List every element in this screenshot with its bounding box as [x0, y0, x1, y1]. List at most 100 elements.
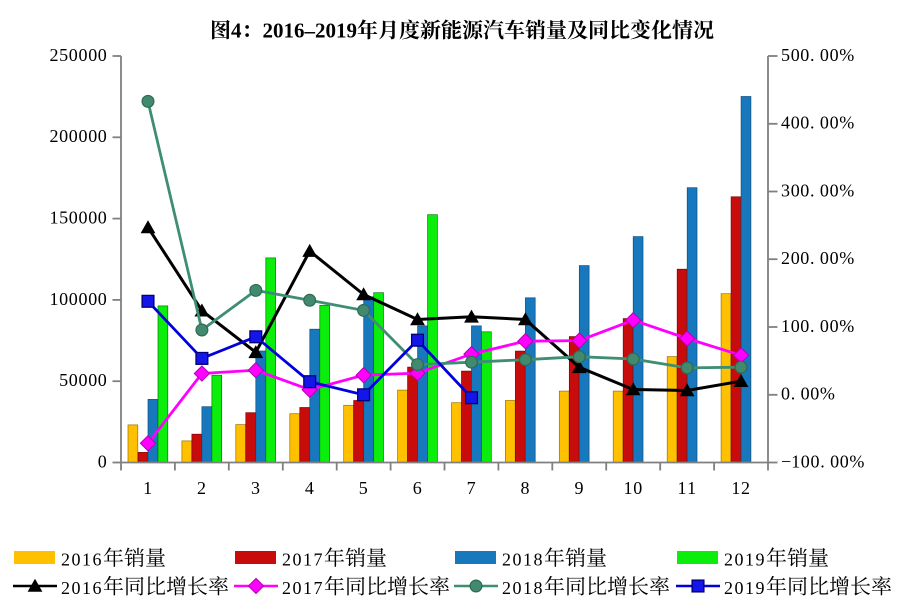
svg-text:0: 0: [791, 180, 800, 200]
svg-text:0: 0: [98, 370, 107, 390]
svg-text:0: 0: [830, 451, 839, 471]
svg-text:7: 7: [314, 578, 323, 598]
svg-text:1: 1: [745, 578, 754, 598]
svg-text:2: 2: [724, 578, 733, 598]
svg-text:0: 0: [293, 549, 302, 569]
svg-text:2: 2: [741, 478, 750, 498]
svg-text:7: 7: [467, 478, 476, 498]
svg-text:3: 3: [781, 180, 790, 200]
svg-text:0: 0: [811, 451, 820, 471]
svg-text:9: 9: [347, 19, 358, 43]
svg-text:.: .: [810, 180, 815, 200]
svg-text:0: 0: [88, 208, 97, 228]
svg-text:1: 1: [745, 549, 754, 569]
svg-text:%: %: [839, 316, 854, 336]
svg-text:0: 0: [735, 549, 744, 569]
svg-text:2: 2: [61, 578, 70, 598]
svg-text:4: 4: [781, 113, 790, 133]
svg-text:1: 1: [791, 451, 800, 471]
svg-text:.: .: [820, 451, 825, 471]
svg-text:0: 0: [735, 578, 744, 598]
svg-text:2: 2: [197, 478, 206, 498]
svg-text:2: 2: [724, 549, 733, 569]
svg-text:0: 0: [513, 578, 522, 598]
svg-text:0: 0: [69, 289, 78, 309]
svg-text:1: 1: [303, 549, 312, 569]
svg-text:–: –: [304, 19, 316, 43]
svg-text:%: %: [849, 451, 864, 471]
svg-text:1: 1: [523, 578, 532, 598]
svg-text:0: 0: [72, 549, 81, 569]
svg-text:1: 1: [336, 19, 347, 43]
svg-text:8: 8: [534, 549, 543, 569]
svg-text:.: .: [810, 113, 815, 133]
svg-text:.: .: [791, 384, 796, 404]
svg-text:1: 1: [731, 478, 740, 498]
svg-text:0: 0: [791, 248, 800, 268]
svg-text:0: 0: [840, 451, 849, 471]
svg-text:2: 2: [315, 19, 326, 43]
svg-text:9: 9: [756, 578, 765, 598]
svg-text:0: 0: [98, 208, 107, 228]
svg-text:0: 0: [326, 19, 337, 43]
svg-text:0: 0: [800, 45, 809, 65]
svg-text:6: 6: [413, 478, 422, 498]
svg-text:0: 0: [59, 126, 68, 146]
svg-text:0: 0: [830, 316, 839, 336]
svg-text:0: 0: [72, 578, 81, 598]
svg-text:1: 1: [143, 478, 152, 498]
svg-text:0: 0: [800, 180, 809, 200]
svg-text:5: 5: [59, 370, 68, 390]
svg-text:0: 0: [791, 113, 800, 133]
svg-text:1: 1: [82, 578, 91, 598]
svg-text:0: 0: [273, 19, 284, 43]
svg-text:4: 4: [305, 478, 314, 498]
svg-text:0: 0: [830, 248, 839, 268]
svg-text:1: 1: [284, 19, 295, 43]
svg-text:0: 0: [830, 45, 839, 65]
svg-text:%: %: [839, 248, 854, 268]
svg-text:4: 4: [231, 19, 242, 43]
svg-text:2: 2: [781, 248, 790, 268]
svg-text:9: 9: [756, 549, 765, 569]
svg-text:0: 0: [820, 45, 829, 65]
svg-text:0: 0: [98, 45, 107, 65]
svg-text:0: 0: [820, 316, 829, 336]
svg-text:1: 1: [50, 289, 59, 309]
svg-text:2: 2: [263, 19, 274, 43]
svg-text:0: 0: [820, 248, 829, 268]
svg-text:5: 5: [59, 208, 68, 228]
svg-text:0: 0: [801, 451, 810, 471]
svg-text:1: 1: [687, 478, 696, 498]
svg-text:%: %: [839, 45, 854, 65]
svg-text:8: 8: [534, 578, 543, 598]
svg-text:0: 0: [633, 478, 642, 498]
svg-text:0: 0: [801, 384, 810, 404]
svg-text:1: 1: [781, 316, 790, 336]
svg-text:0: 0: [59, 289, 68, 309]
svg-text:0: 0: [88, 45, 97, 65]
svg-text:0: 0: [88, 289, 97, 309]
svg-text:5: 5: [781, 45, 790, 65]
svg-text:1: 1: [303, 578, 312, 598]
svg-text:0: 0: [79, 126, 88, 146]
svg-text:.: .: [810, 45, 815, 65]
svg-text:8: 8: [521, 478, 530, 498]
svg-text:0: 0: [791, 45, 800, 65]
svg-text:5: 5: [359, 478, 368, 498]
svg-text:0: 0: [513, 549, 522, 569]
svg-text:7: 7: [314, 549, 323, 569]
svg-text:1: 1: [624, 478, 633, 498]
svg-text:2: 2: [282, 578, 291, 598]
svg-text:2: 2: [502, 549, 511, 569]
svg-text:0: 0: [98, 289, 107, 309]
svg-text:0: 0: [69, 45, 78, 65]
svg-text:0: 0: [800, 113, 809, 133]
svg-text:0: 0: [791, 316, 800, 336]
svg-text:0: 0: [800, 316, 809, 336]
svg-text:5: 5: [59, 45, 68, 65]
svg-text:1: 1: [50, 208, 59, 228]
svg-text:2: 2: [61, 549, 70, 569]
svg-text:1: 1: [678, 478, 687, 498]
svg-text:0: 0: [800, 248, 809, 268]
